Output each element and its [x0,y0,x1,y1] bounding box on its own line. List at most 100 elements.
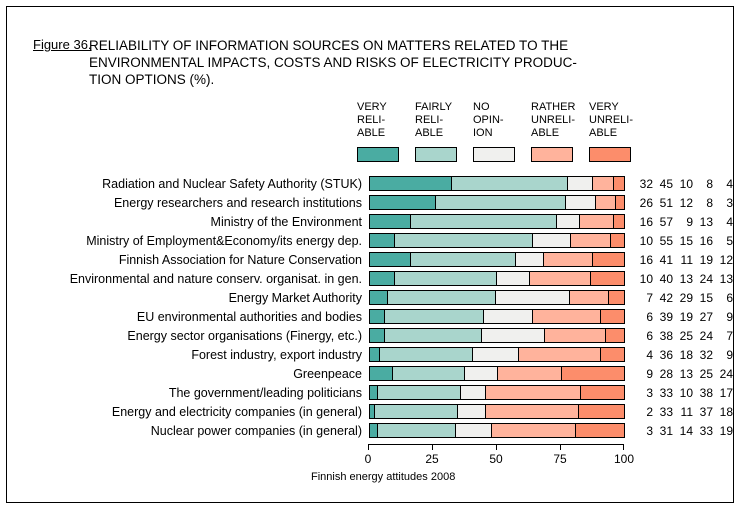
bar-segment [370,177,453,190]
value-label: 36 [659,347,673,362]
value-labels: 2 33 11 37 18 [633,405,733,419]
axis-tick [560,445,561,450]
bar-segment [370,367,394,380]
value-label: 19 [719,423,733,438]
table-row: Finnish Association for Nature Conservat… [24,252,733,267]
value-label: 3 [726,195,733,210]
table-row: Energy researchers and research institut… [24,195,733,210]
value-label: 24 [719,366,733,381]
value-label: 3 [646,423,653,438]
table-row: Energy and electricity companies (in gen… [24,404,733,419]
value-label: 10 [679,385,693,400]
value-label: 14 [679,423,693,438]
bar-segment [557,215,581,228]
value-label: 7 [726,328,733,343]
value-label: 6 [646,309,653,324]
value-label: 11 [680,404,693,419]
table-row: Greenpeace 9 28 13 25 24 [24,366,733,381]
axis-tick-label: 75 [553,452,567,466]
value-labels: 10 55 15 16 5 [633,234,733,248]
value-label: 2 [646,404,653,419]
bar-segment [458,405,486,418]
stacked-bar [369,385,625,400]
bar-segment [485,405,579,418]
value-label: 4 [726,214,733,229]
bar-segment [613,215,624,228]
bar-segment [611,234,624,247]
category-label: Forest industry, export industry [191,347,362,362]
category-label: Finnish Association for Nature Conservat… [118,252,362,267]
value-label: 9 [726,309,733,324]
legend-item: VERY RELI- ABLE [357,101,415,162]
bar-segment [498,367,563,380]
bar-segment [544,253,594,266]
table-row: Energy Market Authority 7 42 29 15 6 [24,290,733,305]
bar-segment [370,424,378,437]
bar-segment [578,405,624,418]
value-label: 12 [719,252,733,267]
value-labels: 3 31 14 33 19 [633,424,733,438]
category-label: Energy researchers and research institut… [113,195,362,210]
value-label: 15 [679,233,693,248]
value-label: 8 [706,195,713,210]
axis-tick [432,445,433,450]
table-row: Ministry of the Environment 16 57 9 13 4 [24,214,733,229]
legend-color-swatch [531,147,573,162]
value-labels: 9 28 13 25 24 [633,367,733,381]
bar-segment [370,348,381,361]
value-label: 41 [659,252,673,267]
bar-segment [495,291,571,304]
bar-segment [575,424,624,437]
value-label: 16 [639,252,653,267]
value-label: 27 [699,309,713,324]
axis-tick-label: 100 [613,452,635,466]
stacked-bar [369,271,625,286]
value-label: 7 [646,290,653,305]
value-labels: 7 42 29 15 6 [633,291,733,305]
bar-segment [452,177,568,190]
bar-segment [411,215,558,228]
table-row: Ministry of Employment&Economy/its energ… [24,233,733,248]
value-label: 38 [699,385,713,400]
value-label: 25 [679,328,693,343]
stacked-bar [369,328,625,343]
legend-item: NO OPIN- ION [473,101,531,162]
value-label: 55 [659,233,673,248]
bar-segment [516,253,545,266]
axis-tick-label: 0 [364,452,372,466]
value-label: 5 [726,233,733,248]
value-label: 10 [679,176,693,191]
value-label: 9 [726,347,733,362]
value-label: 10 [639,233,653,248]
bar-segment [411,253,517,266]
bar-segment [370,405,376,418]
bar-segment [530,272,591,285]
value-label: 3 [646,385,653,400]
table-row: Forest industry, export industry 4 36 18 32 9 [24,347,733,362]
stacked-bar [369,252,625,267]
category-label: Energy Market Authority [228,290,362,305]
bar-segment [380,348,473,361]
category-label: Greenpeace [293,366,362,381]
legend-item-label: RATHER UNRELI- ABLE [531,101,576,139]
category-label: Environmental and nature conserv. organi… [69,271,362,286]
table-row: EU environmental authorities and bodies 6… [24,309,733,324]
axis-tick [368,445,369,450]
chart-legend: VERY RELI- ABLE FAIRLY RELI- ABLE NO OPIN-… [357,101,647,162]
value-label: 16 [699,233,713,248]
value-label: 24 [699,271,713,286]
value-label: 13 [679,271,693,286]
x-axis: 0 25 50 75 100 [365,444,634,466]
value-label: 42 [659,290,673,305]
bar-segment [472,348,519,361]
bar-segment [393,367,465,380]
value-label: 16 [639,214,653,229]
value-label: 19 [679,309,693,324]
category-label: Nuclear power companies (in general) [150,423,362,438]
bar-segment [370,310,386,323]
bar-segment [370,329,386,342]
value-label: 4 [726,176,733,191]
value-label: 9 [646,366,653,381]
value-label: 26 [639,195,653,210]
